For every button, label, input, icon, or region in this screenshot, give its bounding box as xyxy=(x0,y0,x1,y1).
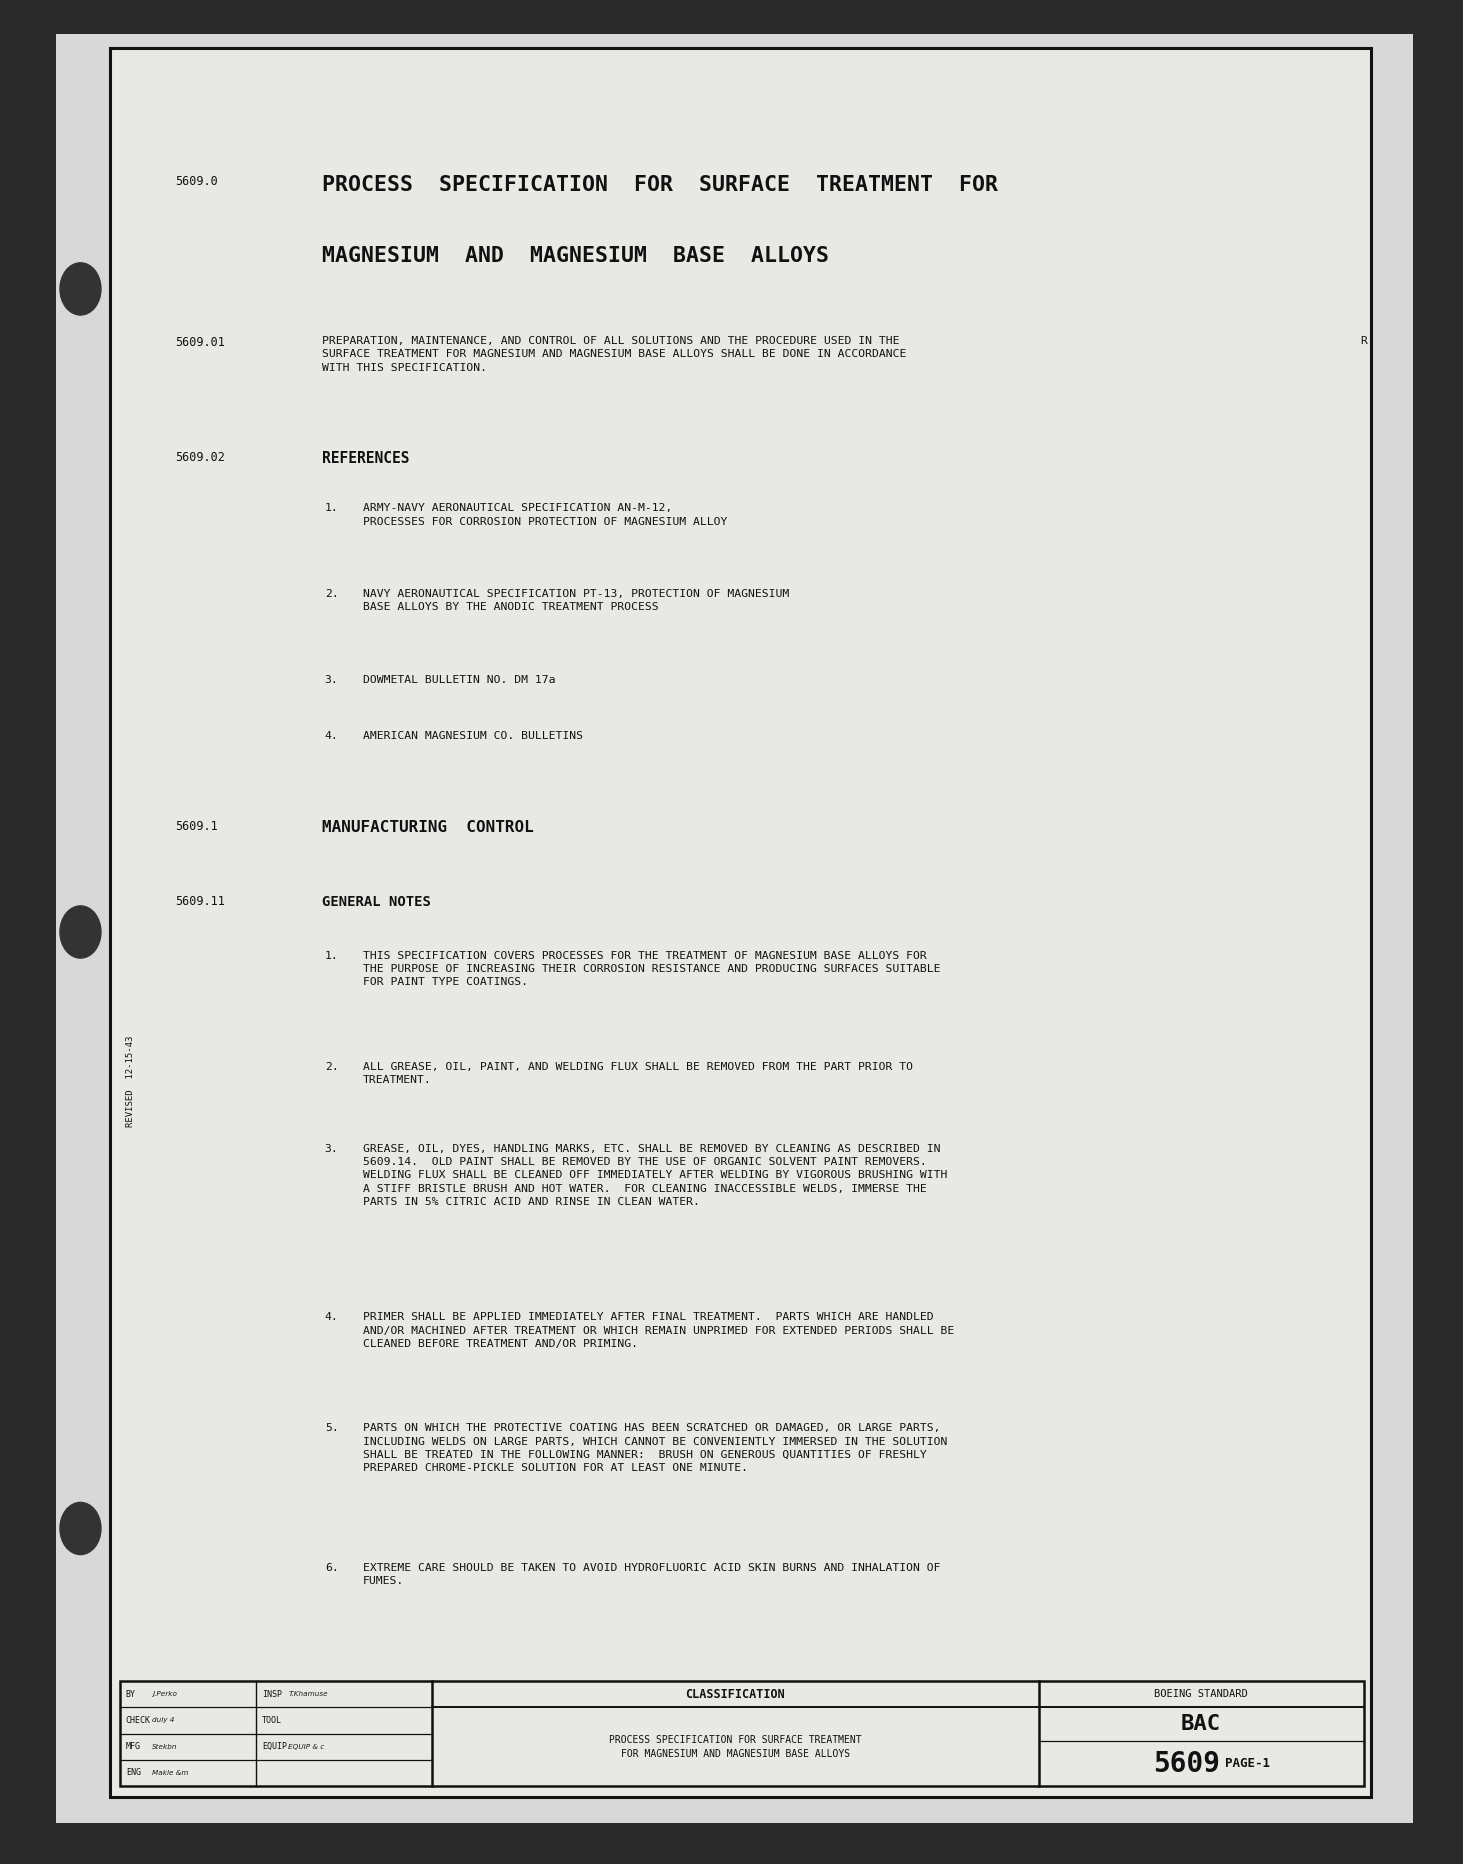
Text: 5.: 5. xyxy=(325,1424,338,1433)
Text: 4.: 4. xyxy=(325,731,338,740)
Text: PROCESS  SPECIFICATION  FOR  SURFACE  TREATMENT  FOR: PROCESS SPECIFICATION FOR SURFACE TREATM… xyxy=(322,175,998,196)
Text: GENERAL NOTES: GENERAL NOTES xyxy=(322,895,430,910)
Text: REFERENCES: REFERENCES xyxy=(322,451,410,466)
Text: PAGE-1: PAGE-1 xyxy=(1226,1758,1270,1771)
Text: BOEING STANDARD: BOEING STANDARD xyxy=(1154,1689,1248,1700)
Text: EQUIP & c: EQUIP & c xyxy=(288,1743,325,1750)
Text: 5609.02: 5609.02 xyxy=(176,451,225,464)
Text: J.Perko: J.Perko xyxy=(152,1691,177,1698)
Text: 2.: 2. xyxy=(325,589,338,598)
Text: THIS SPECIFICATION COVERS PROCESSES FOR THE TREATMENT OF MAGNESIUM BASE ALLOYS F: THIS SPECIFICATION COVERS PROCESSES FOR … xyxy=(363,951,941,988)
Text: MFG: MFG xyxy=(126,1743,140,1750)
Text: 5609: 5609 xyxy=(1153,1750,1220,1778)
Text: 5609.1: 5609.1 xyxy=(176,820,218,833)
Text: DOWMETAL BULLETIN NO. DM 17a: DOWMETAL BULLETIN NO. DM 17a xyxy=(363,675,556,684)
Text: 5609.11: 5609.11 xyxy=(176,895,225,908)
Text: TOOL: TOOL xyxy=(262,1717,282,1724)
Text: AMERICAN MAGNESIUM CO. BULLETINS: AMERICAN MAGNESIUM CO. BULLETINS xyxy=(363,731,582,740)
Text: duly 4: duly 4 xyxy=(152,1717,174,1724)
Text: 3.: 3. xyxy=(325,675,338,684)
Text: BAC: BAC xyxy=(1181,1715,1222,1734)
Text: 1.: 1. xyxy=(325,951,338,960)
Text: PRIMER SHALL BE APPLIED IMMEDIATELY AFTER FINAL TREATMENT.  PARTS WHICH ARE HAND: PRIMER SHALL BE APPLIED IMMEDIATELY AFTE… xyxy=(363,1312,954,1350)
Text: 3.: 3. xyxy=(325,1144,338,1154)
Text: Stekbn: Stekbn xyxy=(152,1743,177,1750)
Text: 2.: 2. xyxy=(325,1062,338,1072)
Text: R: R xyxy=(1361,336,1368,345)
Text: CLASSIFICATION: CLASSIFICATION xyxy=(685,1689,786,1700)
Text: 5609.01: 5609.01 xyxy=(176,336,225,349)
Text: GREASE, OIL, DYES, HANDLING MARKS, ETC. SHALL BE REMOVED BY CLEANING AS DESCRIBE: GREASE, OIL, DYES, HANDLING MARKS, ETC. … xyxy=(363,1144,947,1208)
Text: NAVY AERONAUTICAL SPECIFICATION PT-13, PROTECTION OF MAGNESIUM
BASE ALLOYS BY TH: NAVY AERONAUTICAL SPECIFICATION PT-13, P… xyxy=(363,589,789,613)
Text: MANUFACTURING  CONTROL: MANUFACTURING CONTROL xyxy=(322,820,534,835)
Text: CHECK: CHECK xyxy=(126,1717,151,1724)
Text: 5609.0: 5609.0 xyxy=(176,175,218,188)
Text: 6.: 6. xyxy=(325,1564,338,1573)
Text: T.Khamuse: T.Khamuse xyxy=(288,1691,328,1698)
Text: PROCESS SPECIFICATION FOR SURFACE TREATMENT
FOR MAGNESIUM AND MAGNESIUM BASE ALL: PROCESS SPECIFICATION FOR SURFACE TREATM… xyxy=(609,1735,862,1758)
Text: INSP: INSP xyxy=(262,1691,282,1698)
Text: Makle &m: Makle &m xyxy=(152,1769,189,1776)
Text: 4.: 4. xyxy=(325,1312,338,1322)
Text: PREPARATION, MAINTENANCE, AND CONTROL OF ALL SOLUTIONS AND THE PROCEDURE USED IN: PREPARATION, MAINTENANCE, AND CONTROL OF… xyxy=(322,336,906,373)
Text: ENG: ENG xyxy=(126,1769,140,1776)
Text: EXTREME CARE SHOULD BE TAKEN TO AVOID HYDROFLUORIC ACID SKIN BURNS AND INHALATIO: EXTREME CARE SHOULD BE TAKEN TO AVOID HY… xyxy=(363,1564,941,1586)
Text: BY: BY xyxy=(126,1691,136,1698)
Text: ARMY-NAVY AERONAUTICAL SPECIFICATION AN-M-12,
PROCESSES FOR CORROSION PROTECTION: ARMY-NAVY AERONAUTICAL SPECIFICATION AN-… xyxy=(363,503,727,528)
Text: REVISED  12-15-43: REVISED 12-15-43 xyxy=(126,1035,135,1128)
Text: ALL GREASE, OIL, PAINT, AND WELDING FLUX SHALL BE REMOVED FROM THE PART PRIOR TO: ALL GREASE, OIL, PAINT, AND WELDING FLUX… xyxy=(363,1062,913,1085)
Text: MAGNESIUM  AND  MAGNESIUM  BASE  ALLOYS: MAGNESIUM AND MAGNESIUM BASE ALLOYS xyxy=(322,246,830,267)
Text: PARTS ON WHICH THE PROTECTIVE COATING HAS BEEN SCRATCHED OR DAMAGED, OR LARGE PA: PARTS ON WHICH THE PROTECTIVE COATING HA… xyxy=(363,1424,947,1473)
Text: 1.: 1. xyxy=(325,503,338,513)
Text: EQUIP: EQUIP xyxy=(262,1743,287,1750)
